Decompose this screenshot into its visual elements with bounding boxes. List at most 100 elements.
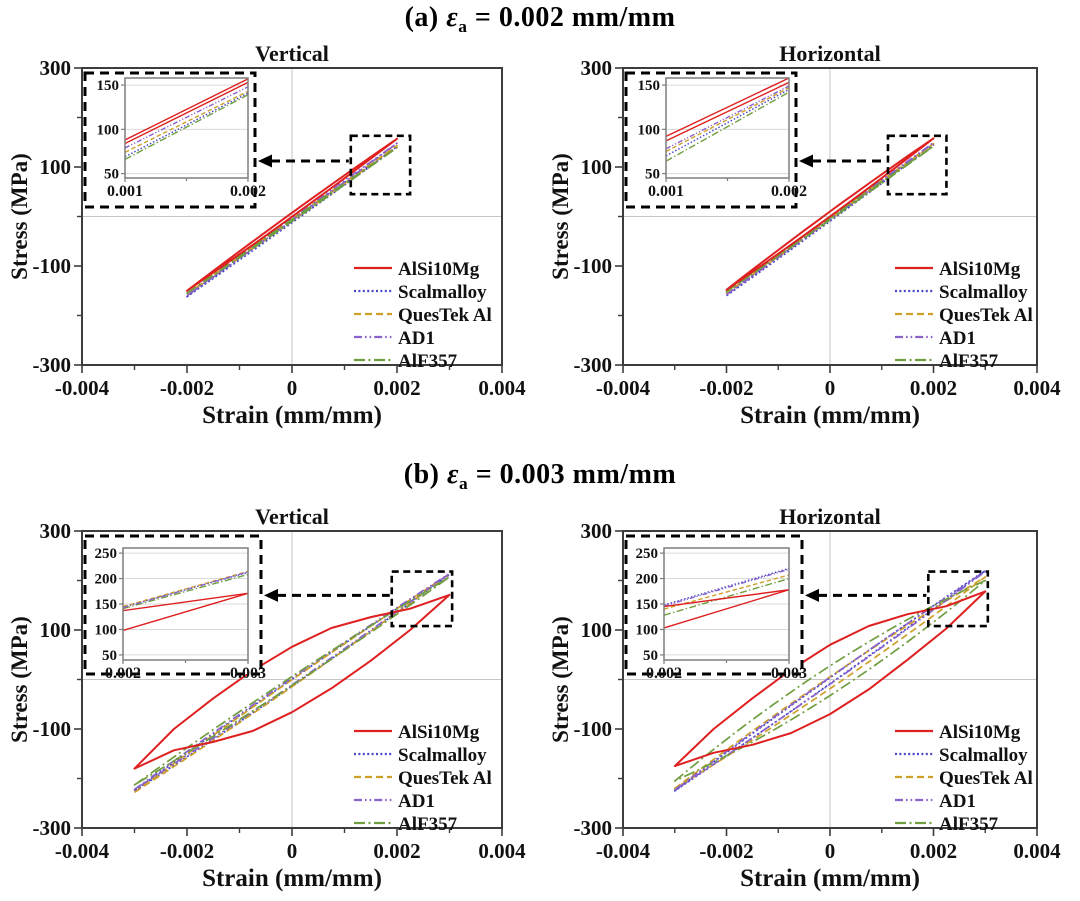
inset-y-tick-label: 150 xyxy=(638,78,661,94)
selection-box xyxy=(927,570,990,628)
inset-x-tick-label: 0.002 xyxy=(105,665,141,682)
legend-item-AlF357: AlF357 xyxy=(354,814,458,835)
y-tick-label: -300 xyxy=(574,353,613,377)
inset-y-tick-label: 50 xyxy=(102,648,117,664)
legend-label: Scalmalloy xyxy=(939,745,1028,766)
zoom-arrow-head-icon xyxy=(799,154,813,168)
x-tick-label: -0.002 xyxy=(699,839,753,863)
x-tick-label: 0.002 xyxy=(910,839,957,863)
x-tick-label: 0 xyxy=(825,839,836,863)
y-tick-label: -300 xyxy=(33,816,72,840)
y-tick-label: -100 xyxy=(33,254,72,278)
subplot-a-horizontal: -0.004 -0.002 0 0.002 0.004 300 100 -100 -300 Hor… xyxy=(540,38,1080,455)
legend-item-AD1: AD1 xyxy=(354,791,435,812)
inset-series-AlSi10Mg xyxy=(665,77,790,138)
y-tick-label: 300 xyxy=(581,519,613,543)
legend-label: QuesTek Al xyxy=(939,305,1033,326)
inset-y-tick-label: 250 xyxy=(95,546,118,562)
inset-series-AlSi10Mg xyxy=(665,81,790,142)
legend-item-AD1: AD1 xyxy=(895,791,976,812)
selection-box xyxy=(349,134,412,196)
section-b-suffix: = 0.003 mm/mm xyxy=(468,459,677,490)
y-tick-label: 100 xyxy=(581,618,613,642)
legend-item-AlSi10Mg: AlSi10Mg xyxy=(354,259,480,280)
inset-series-Scalmalloy xyxy=(663,567,790,606)
legend-label: AlF357 xyxy=(939,351,999,372)
legend-label: QuesTek Al xyxy=(398,768,492,789)
zoom-arrow-head-icon xyxy=(805,588,819,602)
chart-svg-b-horizontal: -0.004 -0.002 0 0.002 0.004 300 100 -100 -300 Hor… xyxy=(548,504,1061,892)
inset-series-AlSi10Mg xyxy=(663,589,790,608)
epsilon-symbol: ε xyxy=(446,2,459,33)
legend-label: AlSi10Mg xyxy=(398,259,480,280)
inset-x-tick-label: 0.001 xyxy=(648,183,684,200)
x-tick-label: 0.004 xyxy=(478,839,526,863)
inset-x-tick-label: 0.001 xyxy=(107,183,143,200)
epsilon-symbol: ε xyxy=(447,459,459,490)
inset-series-AlSi10Mg xyxy=(124,78,249,141)
inset-y-tick-label: 200 xyxy=(95,572,118,588)
selection-box xyxy=(886,134,948,196)
y-tick-label: -100 xyxy=(574,254,613,278)
legend-item-QuesTek Al: QuesTek Al xyxy=(895,305,1033,326)
chart-svg-b-vertical: -0.004 -0.002 0 0.002 0.004 300 100 -100 -300 Ver… xyxy=(7,504,526,892)
series-loop-AlSi10Mg xyxy=(133,593,451,770)
x-tick-label: -0.002 xyxy=(160,839,214,863)
legend-label: Scalmalloy xyxy=(398,745,487,766)
inset-y-tick-label: 250 xyxy=(636,546,659,562)
series-loop-AlF357 xyxy=(133,576,451,786)
inset-y-tick-label: 50 xyxy=(104,167,119,183)
subplot-b-horizontal: -0.004 -0.002 0 0.002 0.004 300 100 -100 -300 Hor… xyxy=(540,500,1080,901)
legend-item-AlF357: AlF357 xyxy=(895,814,999,835)
x-tick-label: 0 xyxy=(825,376,836,400)
x-tick-label: -0.002 xyxy=(699,376,753,400)
y-tick-label: 100 xyxy=(40,618,72,642)
series-loop-QuesTek Al xyxy=(725,142,935,295)
y-tick-label: -300 xyxy=(574,816,613,840)
inset-series-QuesTek Al xyxy=(124,90,249,153)
inset-y-tick-label: 100 xyxy=(97,122,120,138)
legend-item-QuesTek Al: QuesTek Al xyxy=(895,768,1033,789)
legend-item-AlF357: AlF357 xyxy=(895,351,999,372)
legend-label: AD1 xyxy=(939,791,976,812)
y-tick-label: 300 xyxy=(40,519,72,543)
x-axis-title: Strain (mm/mm) xyxy=(202,865,382,892)
inset-series-AD1 xyxy=(124,86,249,149)
y-tick-label: -100 xyxy=(574,717,613,741)
y-tick-label: -100 xyxy=(33,717,72,741)
y-axis-title: Stress (MPa) xyxy=(548,153,573,280)
inset-series-AlF357 xyxy=(122,573,249,610)
chart-svg-a-horizontal: -0.004 -0.002 0 0.002 0.004 300 100 -100 -300 Hor… xyxy=(548,41,1061,429)
legend-item-Scalmalloy: Scalmalloy xyxy=(354,282,487,303)
inset-y-tick-label: 50 xyxy=(645,167,660,183)
section-b-prefix: (b) xyxy=(403,459,448,490)
legend-label: AlSi10Mg xyxy=(398,722,480,743)
legend-label: AlSi10Mg xyxy=(939,722,1021,743)
section-title-b: (b) εa = 0.003 mm/mm xyxy=(0,459,1080,493)
legend-item-AlSi10Mg: AlSi10Mg xyxy=(895,259,1021,280)
x-tick-label: 0.002 xyxy=(373,376,420,400)
y-tick-label: -300 xyxy=(33,353,72,377)
inset-x-tick-label: 0.002 xyxy=(230,183,266,200)
inset-plot-bg xyxy=(666,78,789,178)
series-loop-AlSi10Mg xyxy=(186,137,398,292)
legend-item-QuesTek Al: QuesTek Al xyxy=(354,768,492,789)
x-tick-label: -0.002 xyxy=(160,376,214,400)
legend-item-AlSi10Mg: AlSi10Mg xyxy=(895,722,1021,743)
legend-item-Scalmalloy: Scalmalloy xyxy=(354,745,487,766)
inset-series-Scalmalloy xyxy=(665,88,790,157)
inset-x-tick-label: 0.003 xyxy=(771,665,807,682)
y-tick-label: 300 xyxy=(40,56,72,80)
section-a-suffix: = 0.002 mm/mm xyxy=(467,2,676,33)
inset-series-AD1 xyxy=(122,571,249,609)
selection-box xyxy=(390,570,454,628)
inset-y-tick-label: 150 xyxy=(95,597,118,613)
inset-y-tick-label: 100 xyxy=(638,122,661,138)
x-axis-title: Strain (mm/mm) xyxy=(740,402,920,429)
legend-label: Scalmalloy xyxy=(398,282,487,303)
x-tick-label: 0 xyxy=(287,376,298,400)
y-tick-label: 100 xyxy=(40,155,72,179)
inset-series-AlF357 xyxy=(124,94,249,161)
y-axis-title: Stress (MPa) xyxy=(7,153,32,280)
legend-label: AD1 xyxy=(398,791,435,812)
